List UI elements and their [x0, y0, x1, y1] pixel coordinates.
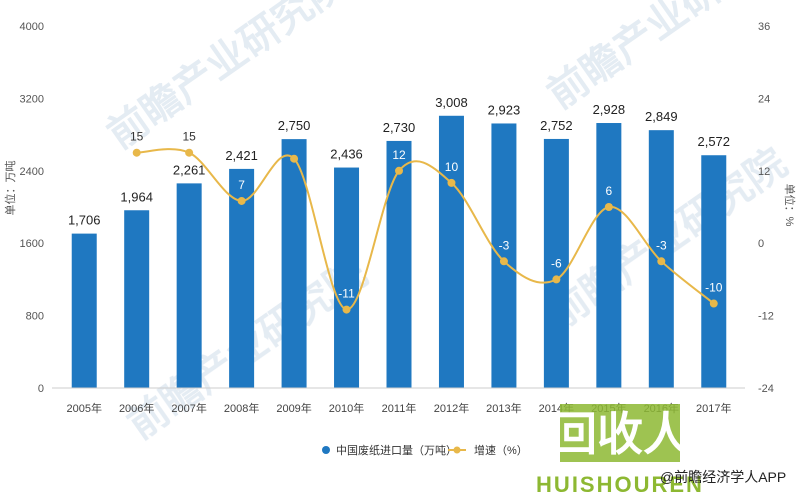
bar-value-label: 2,730	[383, 120, 416, 135]
bar-labels: 1,706 1,964 2,261 2,421 2,750 2,436 2,730 3,008…	[68, 95, 730, 228]
bar	[438, 115, 464, 388]
bar	[71, 233, 97, 388]
line-value-label: 7	[238, 178, 245, 192]
y2-tick-label: 24	[758, 93, 770, 105]
bar	[229, 168, 255, 388]
line-value-label: -3	[656, 238, 667, 252]
line-value-label: -6	[551, 256, 562, 270]
bar	[491, 123, 517, 388]
y-tick-label: 3200	[20, 93, 44, 105]
bar-value-label: 2,261	[173, 162, 206, 177]
line-point	[709, 299, 718, 308]
bar	[281, 139, 307, 388]
bar-value-label: 2,752	[540, 118, 573, 133]
line-point	[395, 166, 403, 175]
legend-bar-marker	[322, 446, 330, 454]
line-point	[342, 305, 351, 314]
bar	[334, 167, 360, 388]
x-tick-label: 2006年	[119, 401, 154, 415]
bar-series	[71, 115, 727, 389]
y-tick-label: 800	[26, 311, 44, 323]
legend-line-label: 增速（%）	[474, 443, 528, 457]
x-tick-label: 2008年	[224, 401, 259, 415]
bar	[124, 210, 150, 388]
x-tick-label: 2011年	[382, 401, 417, 415]
logo-box	[560, 404, 680, 462]
line-value-label: 10	[445, 160, 459, 174]
bar	[386, 140, 412, 388]
brand-logo: 回收人 HUISHOUREN	[536, 404, 704, 497]
line-value-label: 6	[606, 184, 613, 198]
bar-value-label: 2,928	[593, 102, 626, 117]
x-tick-label: 2017年	[696, 401, 731, 415]
x-tick-label: 2005年	[66, 401, 101, 415]
line-value-label: 15	[182, 130, 196, 144]
source-label: @前瞻经济学人APP	[660, 469, 786, 485]
bar-value-label: 2,436	[330, 147, 363, 162]
bar-value-label: 3,008	[435, 95, 468, 110]
line-series: 15 15 7 -11 12 10 -3 -6 6 -3 -10	[130, 130, 723, 314]
line-value-label: -3	[499, 238, 510, 252]
x-tick-label: 2012年	[434, 401, 469, 415]
x-tick-label: 2007年	[171, 401, 206, 415]
bar	[176, 183, 202, 388]
y2-tick-label: 36	[758, 21, 770, 33]
line-point	[552, 275, 561, 284]
y2-tick-label: -12	[758, 311, 774, 323]
legend-bar-label: 中国废纸进口量（万吨）	[336, 443, 457, 457]
bar-value-label: 2,849	[645, 109, 678, 124]
line-value-label: 12	[392, 148, 406, 162]
bar-value-label: 1,706	[68, 213, 101, 228]
line-point	[604, 203, 613, 211]
y2-tick-label: 12	[758, 166, 770, 178]
bar-value-label: 2,750	[278, 118, 311, 133]
y-axis-title-left: 单位：万吨	[3, 161, 17, 216]
line-point	[185, 148, 194, 157]
bar-value-label: 1,964	[120, 189, 153, 204]
y-tick-label: 4000	[20, 21, 44, 33]
line-point	[290, 154, 299, 163]
y-axis-right: -24 -12 0 12 24 36	[758, 21, 774, 395]
x-tick-label: 2013年	[486, 401, 521, 415]
x-tick-label: 2009年	[276, 401, 311, 415]
line-point	[657, 257, 666, 266]
legend-line-marker	[453, 446, 461, 454]
y2-tick-label: -24	[758, 383, 774, 395]
y-tick-label: 2400	[20, 166, 44, 178]
bar	[543, 138, 569, 388]
y-axis-left: 0 800 1600 2400 3200 4000	[20, 21, 44, 395]
logo-subtext: HUISHOUREN	[536, 472, 704, 497]
bar	[701, 155, 727, 388]
line-point	[447, 178, 456, 187]
legend: 中国废纸进口量（万吨） 增速（%）	[322, 443, 528, 457]
line-point	[499, 257, 508, 266]
bar	[596, 123, 622, 389]
bar-value-label: 2,421	[225, 148, 258, 163]
bar-value-label: 2,923	[488, 102, 521, 117]
line-value-label: -11	[338, 287, 355, 301]
y-axis-title-right: 单位：%	[783, 184, 797, 227]
watermark-text-2: 前瞻产业研究院	[540, 0, 795, 117]
logo-text: 回收人	[551, 408, 689, 460]
line-point	[237, 196, 246, 205]
line-point	[132, 148, 141, 157]
y-tick-label: 0	[38, 383, 44, 395]
bar-value-label: 2,572	[697, 134, 730, 149]
x-tick-label: 2010年	[329, 401, 364, 415]
line-value-label: 15	[130, 130, 144, 144]
line-value-label: -10	[705, 281, 723, 295]
y-tick-label: 1600	[20, 238, 44, 250]
y2-tick-label: 0	[758, 238, 764, 250]
